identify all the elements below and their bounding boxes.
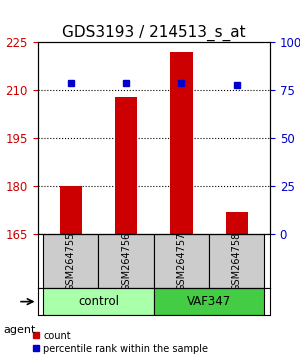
Text: GSM264755: GSM264755 (66, 232, 76, 291)
Bar (226, 212, 248, 234)
Legend: count, percentile rank within the sample: count, percentile rank within the sample (29, 327, 212, 354)
Text: GSM264756: GSM264756 (121, 232, 131, 291)
Text: GSM264757: GSM264757 (176, 232, 186, 291)
Text: control: control (78, 295, 119, 308)
Bar (115, 97, 137, 234)
FancyBboxPatch shape (43, 234, 98, 288)
FancyBboxPatch shape (209, 234, 265, 288)
Bar (170, 52, 193, 234)
FancyBboxPatch shape (43, 288, 154, 315)
FancyBboxPatch shape (98, 234, 154, 288)
Bar (60, 187, 82, 234)
Title: GDS3193 / 214513_s_at: GDS3193 / 214513_s_at (62, 25, 246, 41)
FancyBboxPatch shape (154, 234, 209, 288)
Text: VAF347: VAF347 (187, 295, 231, 308)
Text: GSM264758: GSM264758 (232, 232, 242, 291)
Text: agent: agent (3, 325, 35, 335)
FancyBboxPatch shape (154, 288, 265, 315)
